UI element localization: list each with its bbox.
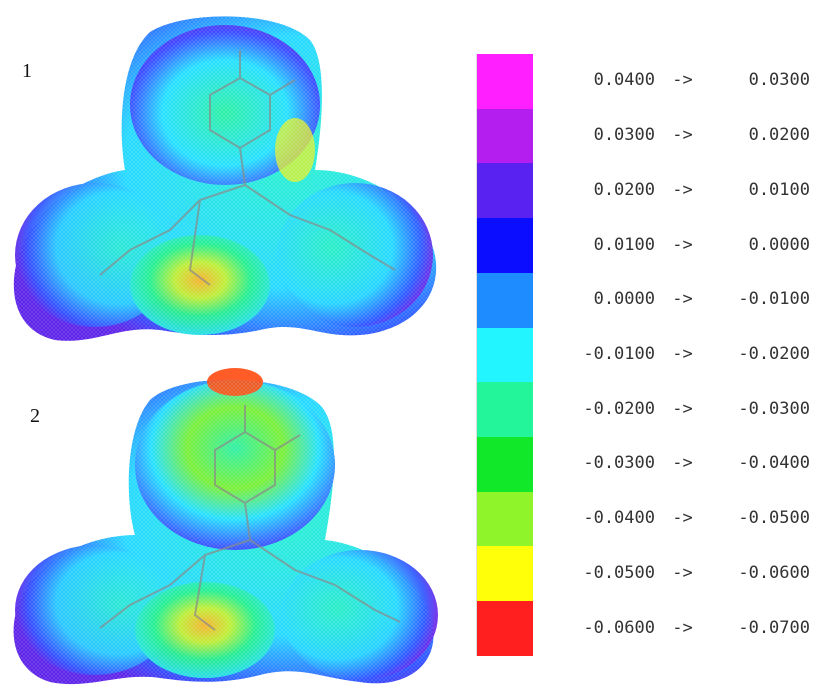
color-swatch (477, 327, 533, 383)
color-swatch (477, 382, 533, 438)
range-arrow: -> (672, 179, 693, 200)
range-arrow: -> (672, 453, 693, 474)
range-arrow: -> (672, 398, 693, 419)
range-to: 0.0300 (748, 70, 810, 91)
range-to: 0.0000 (748, 234, 810, 255)
range-from: -0.0400 (583, 508, 655, 529)
molecule-1-surface (13, 16, 437, 341)
range-from: -0.0600 (583, 617, 655, 638)
range-arrow: -> (672, 289, 693, 310)
range-to: -0.0700 (738, 617, 810, 638)
range-to: -0.0100 (738, 289, 810, 310)
range-label: -0.0400 -> -0.0500 (555, 508, 820, 528)
range-label: 0.0400 -> 0.0300 (555, 70, 820, 90)
range-to: 0.0200 (748, 125, 810, 146)
range-label: -0.0600 -> -0.0700 (555, 618, 820, 638)
range-to: -0.0500 (738, 508, 810, 529)
range-to: 0.0100 (748, 179, 810, 200)
molecule-2-surface (13, 368, 438, 685)
range-from: 0.0300 (593, 125, 655, 146)
range-label: -0.0200 -> -0.0300 (555, 399, 820, 419)
range-label: 0.0000 -> -0.0100 (555, 289, 820, 309)
range-arrow: -> (672, 234, 693, 255)
range-from: 0.0200 (593, 179, 655, 200)
range-label: 0.0300 -> 0.0200 (555, 125, 820, 145)
color-swatch (477, 272, 533, 328)
color-swatch (477, 218, 533, 273)
color-swatch (477, 491, 533, 547)
range-label: -0.0100 -> -0.0200 (555, 344, 820, 364)
range-from: -0.0300 (583, 453, 655, 474)
color-swatch (477, 108, 533, 164)
range-from: -0.0200 (583, 398, 655, 419)
range-from: 0.0000 (593, 289, 655, 310)
range-arrow: -> (672, 125, 693, 146)
range-from: -0.0100 (583, 344, 655, 364)
range-from: -0.0500 (583, 562, 655, 583)
range-arrow: -> (672, 344, 693, 364)
color-swatch (477, 546, 533, 602)
molecule-1-label: 1 (22, 60, 32, 82)
color-swatch (477, 54, 533, 109)
range-label: 0.0200 -> 0.0100 (555, 180, 820, 200)
color-swatch (477, 601, 533, 656)
range-label: 0.0100 -> 0.0000 (555, 235, 820, 255)
range-from: 0.0400 (593, 70, 655, 91)
range-arrow: -> (672, 70, 693, 91)
range-arrow: -> (672, 508, 693, 529)
range-arrow: -> (672, 617, 693, 638)
color-swatch (477, 163, 533, 219)
range-to: -0.0600 (738, 562, 810, 583)
color-swatch (477, 437, 533, 492)
range-arrow: -> (672, 562, 693, 583)
range-to: -0.0200 (738, 344, 810, 364)
color-scale-bar (476, 54, 533, 656)
molecule-2-label: 2 (30, 405, 40, 427)
range-label: -0.0500 -> -0.0600 (555, 563, 820, 583)
range-to: -0.0400 (738, 453, 810, 474)
range-label: -0.0300 -> -0.0400 (555, 453, 820, 473)
range-to: -0.0300 (738, 398, 810, 419)
range-from: 0.0100 (593, 234, 655, 255)
